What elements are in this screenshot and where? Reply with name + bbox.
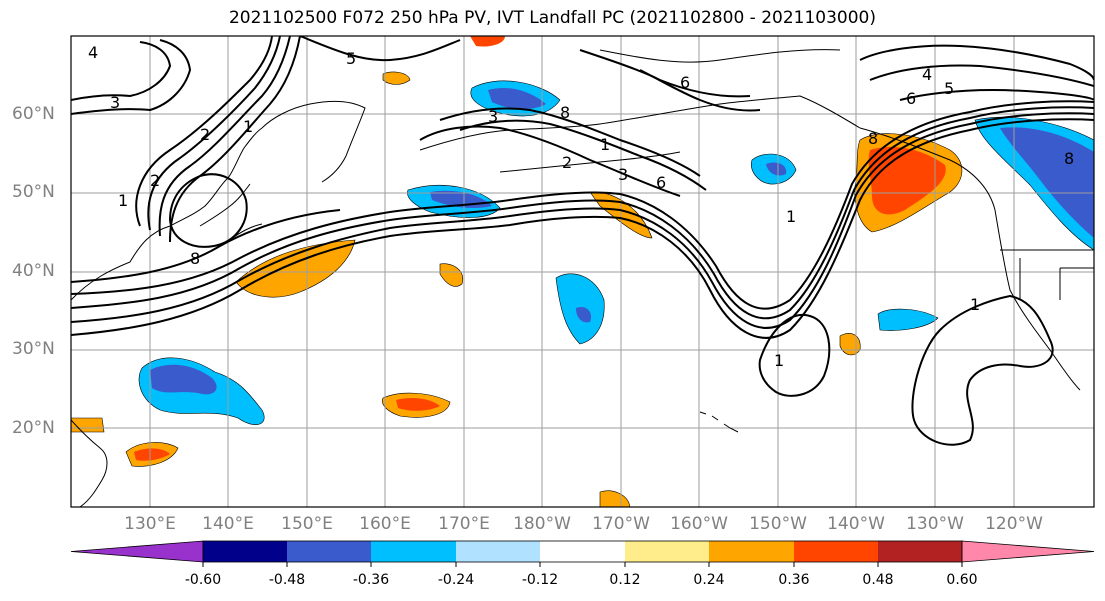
contour-label: 2 [200, 125, 210, 144]
lat-label: 50°N [12, 182, 55, 202]
contour-label: 3 [110, 93, 120, 112]
contour-label: 2 [562, 153, 572, 172]
colorbar-segment [203, 541, 287, 562]
colorbar-segment [709, 541, 794, 562]
contour-label: 6 [680, 73, 690, 92]
arctic-coast [599, 49, 841, 63]
anomaly-region-south-west-core [134, 448, 170, 461]
lon-label: 170°W [592, 514, 650, 534]
contour-label: 6 [656, 173, 666, 192]
colorbar-segment [878, 541, 962, 562]
colorbar-tick-label: -0.24 [437, 572, 475, 588]
contour-label: 8 [190, 249, 200, 268]
anomaly-region-canada-low-core [1000, 127, 1094, 238]
us-states [1000, 249, 1094, 300]
colorbar-segment [371, 541, 456, 562]
lon-label: 130°E [124, 514, 176, 534]
lat-label: 40°N [12, 261, 55, 281]
north-america-west-coast [859, 127, 1081, 391]
colorbar-tick-label: 0.48 [862, 572, 894, 588]
anomaly-region-aleutian-low-core [488, 87, 546, 110]
contour-label: 3 [618, 165, 628, 184]
contour-label: 4 [922, 65, 932, 84]
lon-label: 160°W [670, 514, 728, 534]
alaska-coastline [419, 95, 861, 151]
lon-label: 150°E [281, 514, 333, 534]
graticule [71, 36, 1094, 507]
contour-label: 6 [906, 89, 916, 108]
anomaly-region-gulf-alaska-low-core [766, 162, 787, 176]
lon-label: 130°W [906, 514, 964, 534]
anomaly-region-north-arctic [470, 36, 505, 47]
colorbar-tick-label: 0.24 [693, 572, 725, 588]
contour-label: 1 [774, 351, 784, 370]
colorbar-segment [625, 541, 709, 562]
colorbar-tick-label: 0.60 [946, 572, 978, 588]
lon-label: 150°W [749, 514, 807, 534]
colorbar-tick-label: 0.12 [609, 572, 641, 588]
contour-label: 5 [346, 49, 356, 68]
anomaly-region-mid-pacific-core [576, 306, 592, 323]
colorbar-tick-label: 0.36 [778, 572, 810, 588]
contour-label: 1 [243, 117, 253, 136]
map-frame [70, 35, 1095, 508]
contour-label: 3 [488, 107, 498, 126]
lon-label: 140°E [202, 514, 254, 534]
lon-label: 180°W [513, 514, 571, 534]
anomaly-region-small-mid [439, 263, 463, 287]
aleutian-islands [499, 151, 681, 173]
lat-label: 60°N [12, 104, 55, 124]
colorbar-tick-label: -0.48 [268, 572, 306, 588]
contour-label: 2 [150, 171, 160, 190]
anomaly-region-landfall-ivt-core [868, 146, 946, 215]
contour-label: 1 [600, 135, 610, 154]
anomaly-region-small-south [599, 490, 631, 507]
contour-label: 1 [118, 191, 128, 210]
anomaly-region-kuroshio [235, 239, 356, 298]
anomaly-region-small-north [382, 71, 411, 85]
colorbar [70, 540, 1095, 567]
hawaii-islands [699, 411, 739, 433]
contour-label: 4 [88, 43, 98, 62]
kamchatka-coastline [261, 100, 366, 183]
colorbar-segment [287, 541, 371, 562]
colorbar-tick-label: -0.12 [521, 572, 559, 588]
contour-label: 8 [1064, 149, 1074, 168]
lon-label: 160°E [359, 514, 411, 534]
colorbar-segment [794, 541, 878, 562]
lon-label: 120°W [985, 514, 1043, 534]
colorbar-segment [456, 541, 540, 562]
contour-label: 1 [786, 207, 796, 226]
contour-label: 5 [944, 79, 954, 98]
colorbar-tick-label: -0.36 [352, 572, 390, 588]
coastlines [71, 49, 1094, 507]
colorbar-segment [540, 541, 625, 562]
anomaly-region-east-pacific-small [877, 308, 939, 331]
lat-label: 20°N [12, 418, 55, 438]
pv-contours [71, 36, 1094, 446]
contour-label-layer: 4 3 5 3 8 2 1 2 1 8 6 2 3 6 1 6 4 5 8 8 … [88, 43, 1074, 370]
lat-label: 30°N [12, 339, 55, 359]
map-title: 2021102500 F072 250 hPa PV, IVT Landfall… [228, 8, 876, 28]
contour-label: 1 [970, 295, 980, 314]
anomaly-region-west-pacific-low-core [150, 364, 217, 395]
colorbar-extend-max [961, 540, 1095, 563]
contour-label: 8 [868, 129, 878, 148]
contour-label: 8 [560, 103, 570, 122]
anomaly-region-small-east [839, 333, 861, 356]
lon-label: 140°W [827, 514, 885, 534]
asia-coastline [71, 127, 263, 507]
colorbar-outline [202, 540, 963, 563]
anomaly-region-subtropical-east-core [396, 398, 440, 411]
lon-label: 170°E [438, 514, 490, 534]
colorbar-tick-label: -0.60 [184, 572, 222, 588]
colorbar-extend-min [70, 540, 204, 563]
